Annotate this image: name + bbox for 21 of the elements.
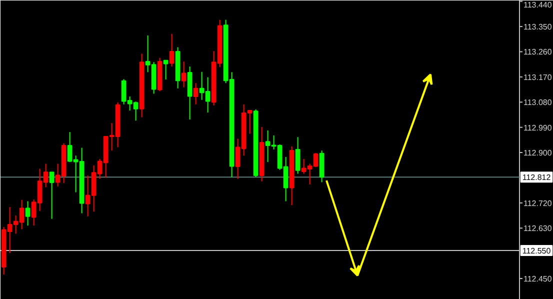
y-tick-label: 112.990	[524, 123, 552, 132]
y-tick-label: 112.630	[524, 224, 552, 234]
y-tick-label: 112.900	[524, 148, 552, 158]
ref-line-label: 112.550	[522, 246, 552, 256]
candlestick	[49, 172, 54, 220]
ref-line-label: 112.812	[522, 173, 552, 182]
candlestick	[25, 200, 30, 226]
candlestick	[163, 60, 168, 80]
candlestick	[295, 136, 300, 174]
y-tick-label: 113.170	[524, 72, 552, 82]
candlestick	[187, 66, 192, 120]
y-tick-label: 113.350	[524, 22, 552, 32]
y-tick-label: 113.080	[524, 98, 552, 108]
candlestick	[169, 33, 174, 68]
candlestick	[193, 82, 198, 105]
candlestick	[319, 150, 324, 183]
y-tick-label: 113.260	[524, 48, 552, 57]
y-tick-label: 112.450	[524, 274, 552, 284]
y-tick-label: 112.720	[524, 198, 552, 208]
candlestick	[181, 61, 186, 88]
y-tick-label: 113.440	[524, 0, 552, 10]
